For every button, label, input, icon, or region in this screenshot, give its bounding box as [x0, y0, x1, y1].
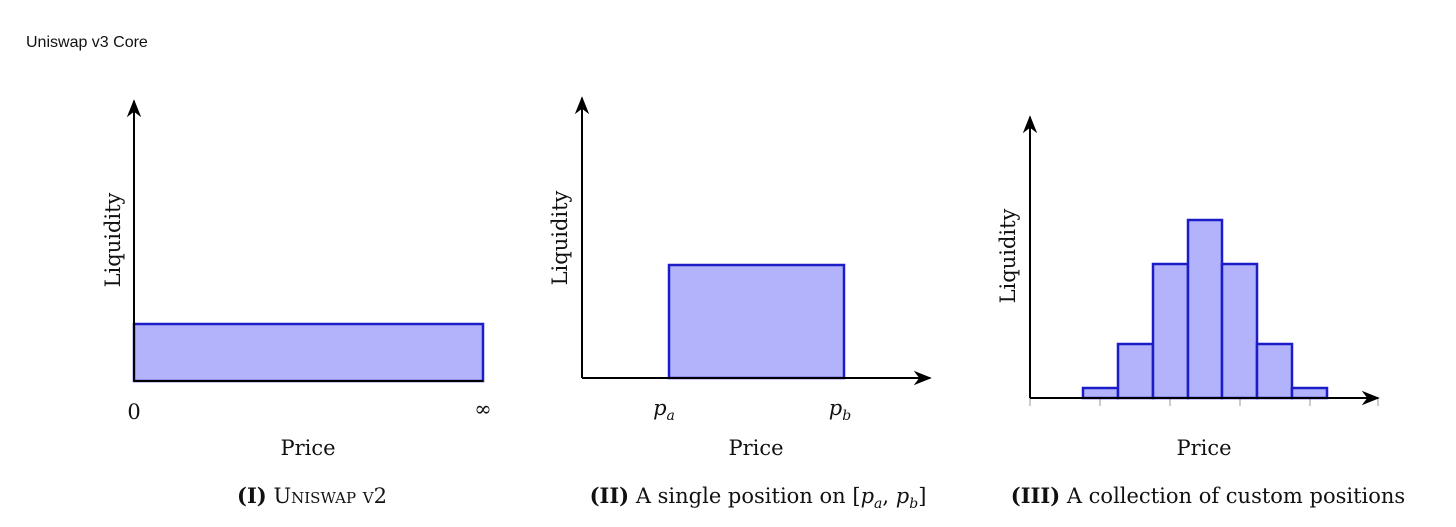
- separator: ,: [882, 484, 889, 508]
- tick-sub: b: [842, 408, 851, 424]
- panel-1: 0 ∞ Price Liquidity (I) Uniswap v2: [101, 99, 492, 508]
- caption: (I) Uniswap v2: [237, 483, 387, 508]
- position-bar: [1290, 386, 1329, 400]
- caption-label: (III): [1011, 483, 1060, 508]
- position-bar: [1116, 342, 1155, 400]
- math: p: [896, 484, 909, 508]
- caption-label: (I): [237, 483, 267, 508]
- tick-label: 0: [127, 400, 140, 424]
- x-label: Price: [1176, 436, 1231, 460]
- tick-label: pb: [829, 396, 851, 424]
- caption-text: Uniswap v2: [273, 484, 387, 508]
- caption: (II) A single position on [pa, pb]: [590, 483, 927, 512]
- math-sub: b: [909, 496, 918, 512]
- x-label: Price: [728, 436, 783, 460]
- position-bar: [1151, 262, 1190, 400]
- tick-label: pa: [653, 396, 675, 424]
- y-label: Liquidity: [996, 208, 1020, 303]
- tick-sub: a: [667, 408, 675, 424]
- tick-label: ∞: [474, 397, 492, 421]
- math-sub: a: [874, 496, 882, 512]
- math: p: [861, 484, 874, 508]
- caption-text: A collection of custom positions: [1066, 484, 1405, 508]
- y-label: Liquidity: [548, 190, 572, 285]
- position-bar: [1186, 218, 1224, 400]
- position-bar: [1220, 262, 1259, 400]
- position-bar: [1081, 386, 1120, 400]
- bracket: [: [852, 484, 860, 508]
- position-bar: [1255, 342, 1294, 400]
- tick-base: p: [829, 396, 842, 420]
- caption-label: (II): [590, 483, 630, 508]
- y-label: Liquidity: [101, 192, 125, 287]
- caption-text: A single position on: [635, 484, 846, 508]
- panel-3: Price Liquidity (III) A collection of cu…: [996, 115, 1405, 508]
- panel-2: pa pb Price Liquidity (II) A single posi…: [548, 96, 932, 512]
- x-label: Price: [280, 436, 335, 460]
- tick-base: p: [653, 396, 666, 420]
- caption: (III) A collection of custom positions: [1011, 483, 1405, 508]
- liquidity-bar: [132, 322, 485, 383]
- bracket: ]: [918, 484, 926, 508]
- position-bar: [667, 263, 846, 380]
- header-title: Uniswap v3 Core: [26, 34, 148, 51]
